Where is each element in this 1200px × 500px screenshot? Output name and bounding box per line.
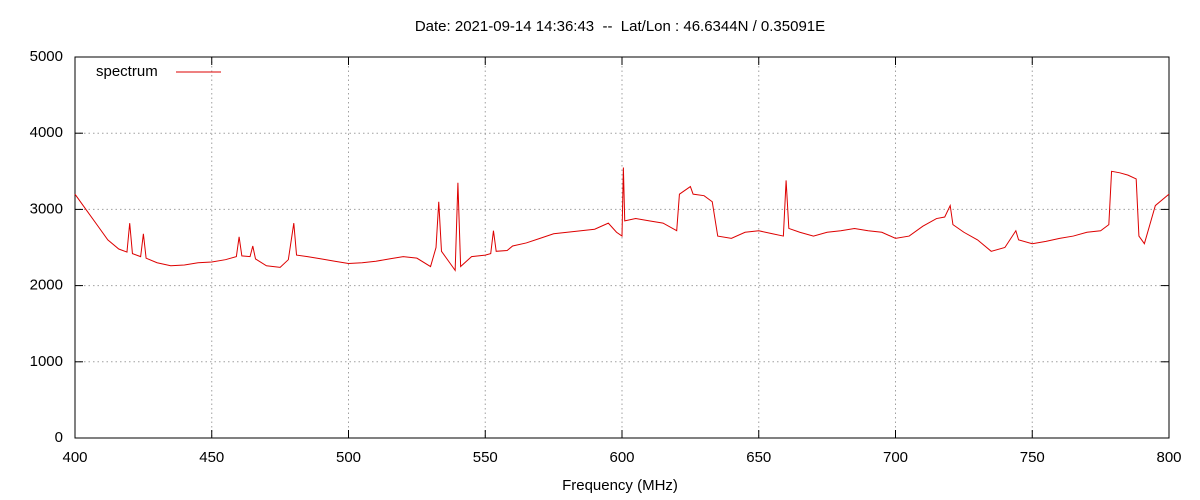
plot-frame: [74, 56, 1170, 439]
y-tick-label: 0: [55, 429, 63, 446]
x-tick-label: 800: [1156, 449, 1181, 466]
x-tick-label: 650: [746, 449, 771, 466]
chart-title: Date: 2021-09-14 14:36:43 -- Lat/Lon : 4…: [415, 18, 825, 35]
x-tick-label: 450: [199, 449, 224, 466]
y-tick-label: 2000: [30, 277, 63, 294]
x-tick-label: 550: [473, 449, 498, 466]
x-tick-label: 600: [609, 449, 634, 466]
legend-label: spectrum: [96, 63, 158, 80]
x-tick-label: 750: [1020, 449, 1045, 466]
x-tick-label: 700: [883, 449, 908, 466]
x-tick-label: 500: [336, 449, 361, 466]
y-tick-label: 3000: [30, 200, 63, 217]
y-tick-label: 5000: [30, 48, 63, 65]
x-tick-label: 400: [62, 449, 87, 466]
y-tick-label: 4000: [30, 124, 63, 141]
x-axis-label: Frequency (MHz): [562, 477, 678, 494]
y-tick-label: 1000: [30, 353, 63, 370]
spectrum-line: [74, 167, 1170, 272]
